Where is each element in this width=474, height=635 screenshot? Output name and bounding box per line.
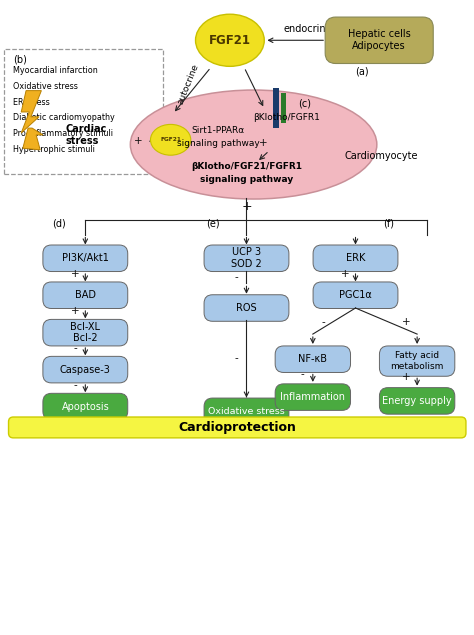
FancyBboxPatch shape <box>43 245 128 272</box>
Text: NF-κB: NF-κB <box>298 354 328 364</box>
Text: Fatty acid
metabolism: Fatty acid metabolism <box>391 351 444 371</box>
Text: (e): (e) <box>207 218 220 229</box>
FancyBboxPatch shape <box>204 245 289 272</box>
Text: Diabetic cardiomyopathy: Diabetic cardiomyopathy <box>13 113 115 123</box>
Text: (c): (c) <box>299 98 311 109</box>
Ellipse shape <box>130 90 377 199</box>
Text: Apoptosis: Apoptosis <box>62 401 109 411</box>
Text: +: + <box>402 318 411 327</box>
Text: Cardiac
stress: Cardiac stress <box>65 124 107 146</box>
Text: +: + <box>71 306 79 316</box>
Text: Caspase-3: Caspase-3 <box>60 364 111 375</box>
FancyBboxPatch shape <box>380 387 455 414</box>
FancyBboxPatch shape <box>204 398 289 425</box>
Text: -: - <box>234 353 238 363</box>
FancyBboxPatch shape <box>43 282 128 309</box>
FancyBboxPatch shape <box>43 393 128 420</box>
Text: ROS: ROS <box>236 303 257 313</box>
Text: Bcl-XL
Bcl-2: Bcl-XL Bcl-2 <box>70 322 100 344</box>
Text: Sirt1-PPARα: Sirt1-PPARα <box>191 126 245 135</box>
Text: +: + <box>341 269 349 279</box>
Text: +: + <box>259 138 267 148</box>
Text: Myocardial infarction: Myocardial infarction <box>13 66 98 76</box>
Text: Oxidative stress: Oxidative stress <box>13 82 78 91</box>
Text: Pro-inflammatory stimuli: Pro-inflammatory stimuli <box>13 129 113 138</box>
Bar <box>281 93 286 123</box>
Text: FGF21: FGF21 <box>209 34 251 47</box>
Text: +: + <box>241 199 252 213</box>
Text: Cardiomyocyte: Cardiomyocyte <box>345 151 419 161</box>
Ellipse shape <box>195 14 264 66</box>
FancyBboxPatch shape <box>43 356 128 383</box>
Text: Hypertrophic stimuli: Hypertrophic stimuli <box>13 145 95 154</box>
Text: +: + <box>134 137 143 146</box>
Text: -: - <box>321 318 325 327</box>
Ellipse shape <box>151 124 191 155</box>
FancyBboxPatch shape <box>380 346 455 377</box>
Text: Hepatic cells
Adipocytes: Hepatic cells Adipocytes <box>348 29 410 51</box>
Text: BAD: BAD <box>75 290 96 300</box>
FancyBboxPatch shape <box>325 17 433 64</box>
Text: Energy supply: Energy supply <box>383 396 452 406</box>
Text: signaling pathway: signaling pathway <box>200 175 293 184</box>
Bar <box>273 88 279 128</box>
Text: signaling pathway: signaling pathway <box>177 138 259 147</box>
Text: βKlotho/FGFR1: βKlotho/FGFR1 <box>253 113 320 122</box>
Text: Cardioprotection: Cardioprotection <box>178 421 296 434</box>
Text: βKlotho/FGF21/FGFR1: βKlotho/FGF21/FGFR1 <box>191 163 302 171</box>
FancyBboxPatch shape <box>9 417 466 438</box>
Text: (b): (b) <box>13 55 27 65</box>
FancyBboxPatch shape <box>43 319 128 346</box>
Text: -: - <box>73 380 77 391</box>
Text: (a): (a) <box>356 66 369 76</box>
Text: (f): (f) <box>383 218 394 229</box>
Text: Inflammation: Inflammation <box>280 392 346 402</box>
FancyBboxPatch shape <box>313 282 398 309</box>
Text: ERK: ERK <box>346 253 365 264</box>
Text: PGC1α: PGC1α <box>339 290 372 300</box>
Polygon shape <box>23 128 43 150</box>
Text: ER stress: ER stress <box>13 98 50 107</box>
FancyBboxPatch shape <box>204 295 289 321</box>
Text: UCP 3
SOD 2: UCP 3 SOD 2 <box>231 248 262 269</box>
FancyBboxPatch shape <box>313 245 398 272</box>
FancyBboxPatch shape <box>275 346 350 373</box>
Text: (d): (d) <box>52 218 66 229</box>
Text: -: - <box>234 272 238 282</box>
Text: +: + <box>71 269 79 279</box>
Text: endocrine: endocrine <box>284 24 332 34</box>
Text: -: - <box>73 344 77 353</box>
Text: autocrine: autocrine <box>176 63 201 106</box>
Text: -: - <box>301 370 304 379</box>
FancyBboxPatch shape <box>275 384 350 410</box>
Text: FGF21: FGF21 <box>160 137 181 142</box>
Text: PI3K/Akt1: PI3K/Akt1 <box>62 253 109 264</box>
Text: +: + <box>402 371 411 382</box>
Polygon shape <box>21 91 41 133</box>
Text: Oxidative stress: Oxidative stress <box>208 407 285 416</box>
